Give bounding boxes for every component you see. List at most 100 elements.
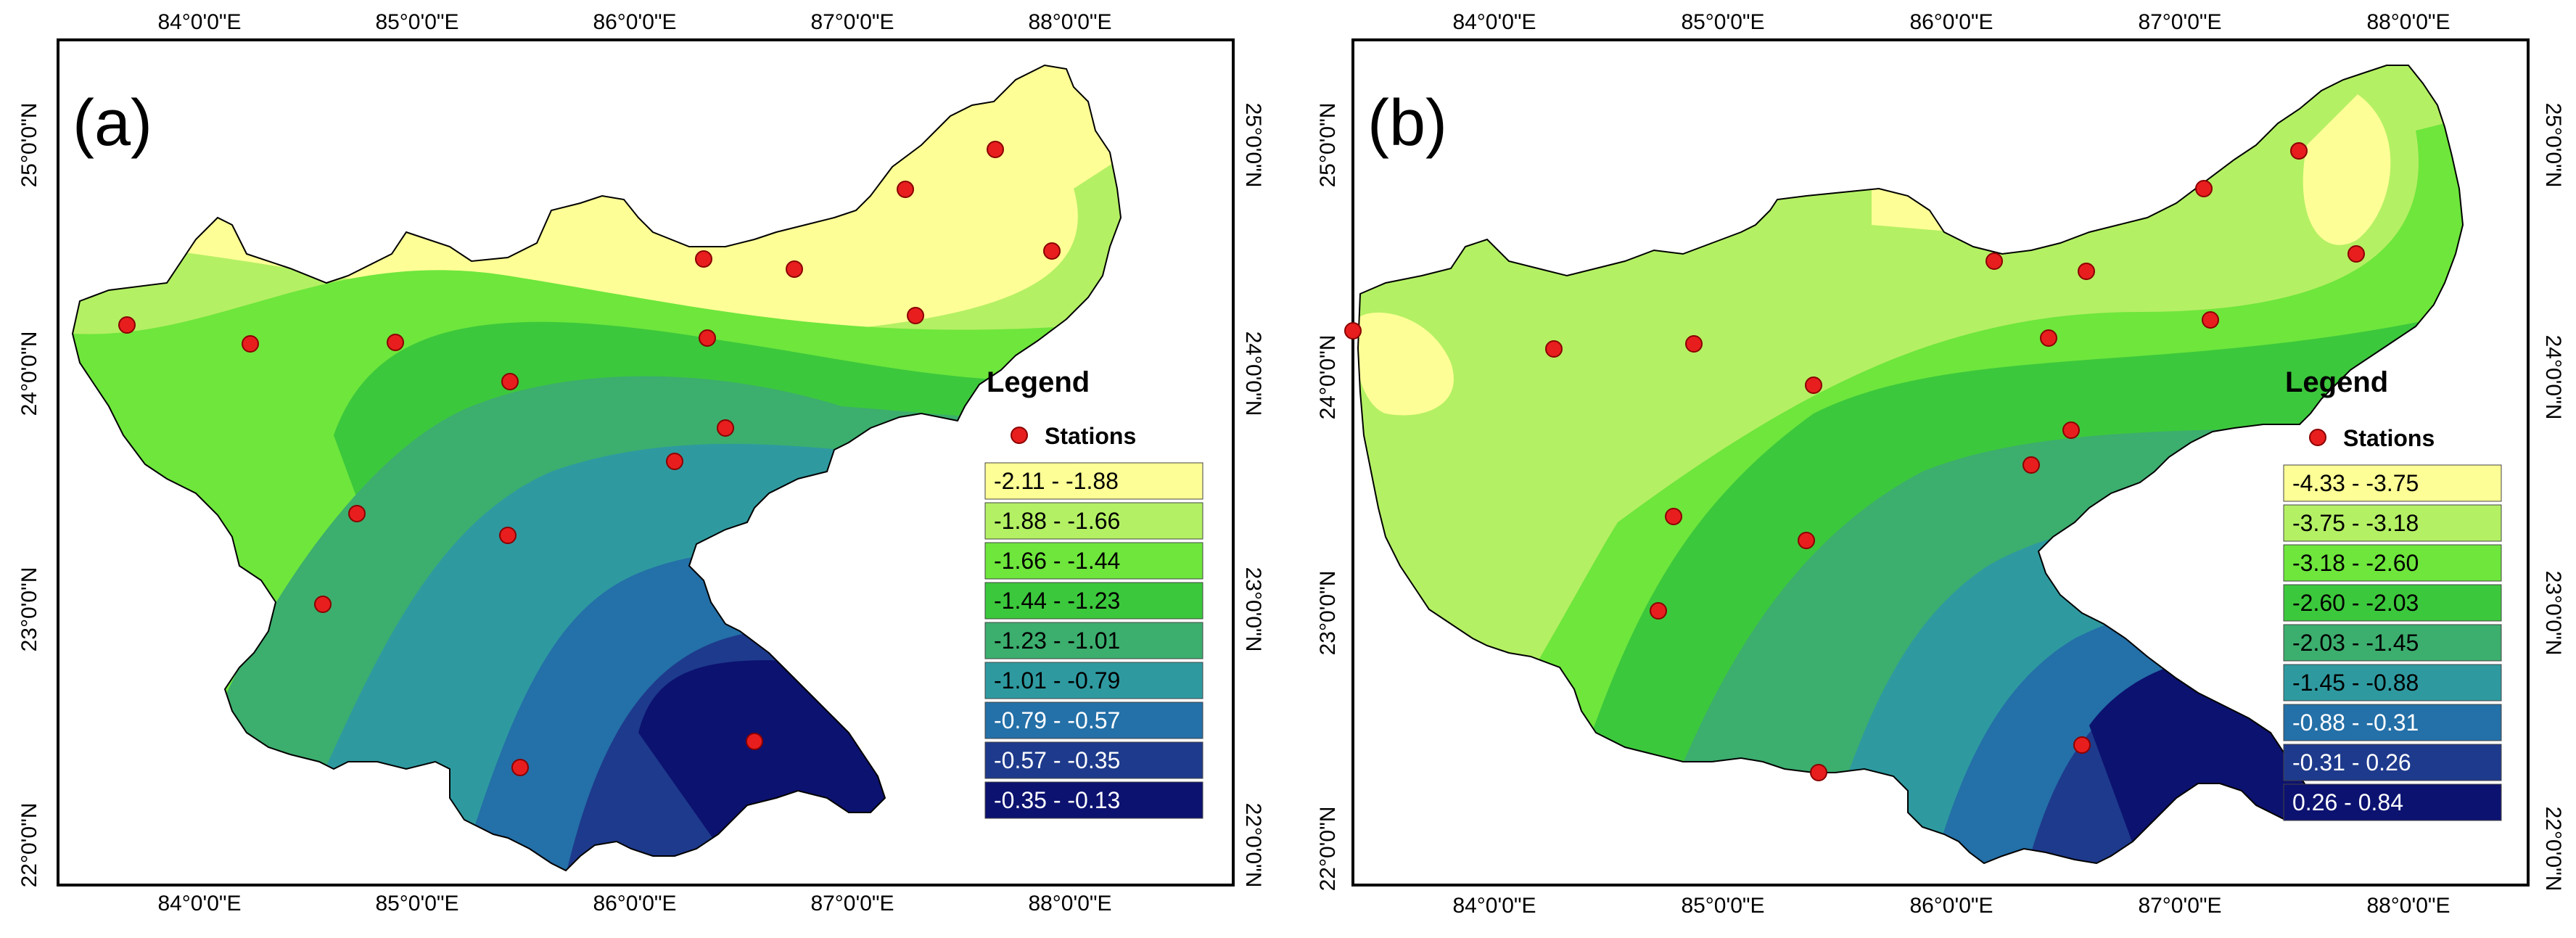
legend-class-label: -1.45 - -0.88: [2292, 670, 2419, 696]
bottom-tick-label: 88°0'0"E: [1028, 892, 1111, 916]
right-tick-label: 24°0'0"N: [1241, 332, 1265, 416]
legend-title: Legend: [2285, 366, 2388, 398]
right-tick-label: 25°0'0"N: [1241, 103, 1265, 188]
zone-class-1: [1358, 312, 1454, 416]
graticule-labels: 84°0'0"E 85°0'0"E 86°0'0"E 87°0'0"E 88°0…: [1316, 10, 2565, 918]
legend-class-label: -2.03 - -1.45: [2292, 630, 2419, 656]
legend-class-label: -0.79 - -0.57: [994, 707, 1120, 733]
station-marker: [1545, 340, 1563, 358]
station-marker: [987, 141, 1004, 158]
left-tick-label: 22°0'0"N: [1316, 807, 1340, 892]
right-tick-label: 23°0'0"N: [1241, 567, 1265, 652]
right-tick-label: 23°0'0"N: [2541, 571, 2565, 656]
station-marker: [2202, 311, 2219, 329]
zone-class-1: [2303, 94, 2391, 245]
legend-class-label: -4.33 - -3.75: [2292, 470, 2419, 496]
panel-label: (b): [1367, 87, 1447, 160]
station-marker: [1043, 242, 1061, 260]
legend-class-label: -2.11 - -1.88: [994, 468, 1119, 494]
station-marker: [1810, 764, 1827, 781]
legend-class-label: -3.75 - -3.18: [2292, 510, 2419, 536]
top-tick-label: 85°0'0"E: [375, 10, 458, 34]
station-marker: [2290, 142, 2308, 160]
stations-layer: [118, 141, 1061, 776]
station-marker: [1650, 602, 1667, 620]
station-marker: [699, 329, 716, 347]
top-tick-label: 88°0'0"E: [1028, 10, 1111, 34]
bottom-tick-label: 84°0'0"E: [157, 892, 241, 916]
bottom-tick-label: 86°0'0"E: [593, 892, 676, 916]
station-marker: [242, 335, 259, 353]
station-marker: [695, 250, 712, 268]
legend-swatch: [2283, 464, 2502, 502]
station-marker: [387, 334, 404, 351]
bottom-tick-label: 84°0'0"E: [1452, 894, 1536, 918]
legend-swatch: [2283, 624, 2502, 662]
legend-class-label: -1.88 - -1.66: [994, 508, 1120, 534]
legend-class-label: -3.18 - -2.60: [2292, 550, 2419, 576]
legend-swatch: [984, 542, 1203, 580]
station-marker: [2062, 421, 2080, 439]
top-tick-label: 85°0'0"E: [1681, 10, 1764, 34]
bottom-tick-label: 87°0'0"E: [2138, 894, 2221, 918]
legend-class-label: -0.88 - -0.31: [2292, 709, 2419, 736]
left-tick-label: 22°0'0"N: [17, 803, 41, 888]
legend-class-label: -1.23 - -1.01: [994, 628, 1120, 654]
station-marker: [314, 596, 332, 613]
station-marker: [2078, 263, 2095, 280]
station-marker: [499, 527, 517, 544]
zone-class-9: [638, 660, 914, 856]
bottom-tick-label: 87°0'0"E: [810, 892, 894, 916]
legend-swatch: [2283, 544, 2502, 582]
station-marker: [1798, 532, 1815, 549]
station-marker: [717, 419, 734, 437]
legend-station-symbol: [1011, 427, 1028, 444]
top-tick-label: 86°0'0"E: [593, 10, 676, 34]
legend-class-label: -2.60 - -2.03: [2292, 590, 2419, 616]
right-tick-label: 22°0'0"N: [1241, 803, 1265, 888]
map-a-svg: (a) 84°0'0"E 85°0'0"E 86°0'0"E 87°0'0"E …: [17, 10, 1265, 916]
left-tick-label: 23°0'0"N: [17, 567, 41, 652]
station-marker: [348, 505, 366, 522]
station-marker: [1986, 252, 2003, 270]
station-marker: [666, 453, 683, 470]
legend-swatch: [2283, 783, 2502, 821]
map-panel-b: (b) 84°0'0"E 85°0'0"E 86°0'0"E 87°0'0"E …: [1306, 0, 2576, 938]
left-tick-label: 24°0'0"N: [17, 332, 41, 416]
legend-station-symbol: [2309, 429, 2326, 446]
legend: Legend Stations -4.33 - -3.75 -3.75 - -3.…: [2283, 366, 2502, 821]
station-marker: [1805, 377, 1822, 394]
station-marker: [2073, 736, 2091, 754]
legend-class-label: -0.57 - -0.35: [994, 747, 1120, 773]
legend-swatch: [2283, 584, 2502, 622]
station-marker: [2040, 329, 2057, 347]
station-marker: [897, 181, 914, 198]
legend-swatch: [984, 462, 1203, 500]
right-tick-label: 25°0'0"N: [2541, 103, 2565, 188]
legend: Legend Stations -2.11 - -1.88 -1.88 - -1.…: [984, 366, 1203, 819]
left-tick-label: 23°0'0"N: [1316, 571, 1340, 656]
top-tick-label: 87°0'0"E: [2138, 10, 2221, 34]
station-marker: [786, 260, 803, 278]
legend-swatch: [984, 622, 1203, 659]
legend-class-label: -0.35 - -0.13: [994, 787, 1120, 813]
legend-swatch: [984, 582, 1203, 620]
station-marker: [1665, 508, 1682, 525]
map-b-svg: (b) 84°0'0"E 85°0'0"E 86°0'0"E 87°0'0"E …: [1316, 10, 2565, 918]
station-marker: [746, 733, 763, 750]
station-marker: [511, 759, 529, 776]
legend-swatch: [984, 702, 1203, 739]
station-marker: [2022, 456, 2040, 474]
legend-swatch: [2283, 744, 2502, 781]
stations-layer: [1344, 142, 2365, 781]
legend-class-label: -0.31 - 0.26: [2292, 749, 2411, 776]
legend-class-label: -1.44 - -1.23: [994, 588, 1120, 614]
top-tick-label: 84°0'0"E: [1452, 10, 1536, 34]
left-tick-label: 24°0'0"N: [1316, 335, 1340, 420]
legend-swatch: [2283, 664, 2502, 702]
legend-class-label: -1.66 - -1.44: [994, 548, 1120, 574]
bottom-tick-label: 85°0'0"E: [375, 892, 458, 916]
station-marker: [1685, 335, 1703, 353]
station-marker: [2347, 245, 2365, 263]
map-panel-a: (a) 84°0'0"E 85°0'0"E 86°0'0"E 87°0'0"E …: [17, 10, 1265, 916]
